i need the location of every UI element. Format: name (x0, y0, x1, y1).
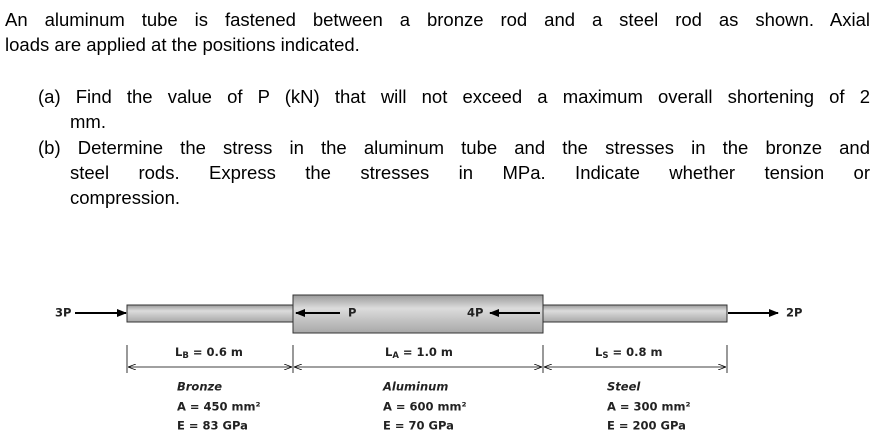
dimension-lines (126, 345, 728, 373)
text-line: mm. (70, 111, 106, 132)
load-label: 2P (786, 306, 802, 320)
length-symbol: L (385, 345, 393, 359)
text-line: compression. (70, 187, 181, 208)
length-subscript: B (182, 351, 188, 361)
text-line: (a) Find the value of P (kN) that will n… (38, 86, 870, 107)
material-modulus: E = 70 GPa (383, 419, 454, 433)
length-subscript: S (602, 351, 608, 361)
length-value: = 0.6 m (193, 345, 243, 359)
load-label: 4P (467, 306, 483, 320)
steel-rod (542, 304, 728, 323)
length-label: LS = 0.8 m (595, 345, 662, 361)
material-name: Bronze (177, 380, 222, 394)
material-area: A = 450 mm² (177, 400, 261, 414)
text-line: steel rods. Express the stresses in MPa.… (70, 162, 870, 183)
material-modulus: E = 83 GPa (177, 419, 248, 433)
material-area: A = 300 mm² (607, 400, 691, 414)
material-name: Aluminum (382, 380, 448, 394)
bronze-rod (126, 304, 294, 323)
text-line: An aluminum tube is fastened between a b… (5, 9, 870, 30)
text-line: loads are applied at the positions indic… (5, 34, 360, 55)
length-value: = 0.8 m (612, 345, 662, 359)
length-value: = 1.0 m (403, 345, 453, 359)
material-name: Steel (607, 380, 641, 394)
load-label: P (348, 306, 356, 320)
length-label: LA = 1.0 m (385, 345, 453, 361)
material-area: A = 600 mm² (383, 400, 467, 414)
material-modulus: E = 200 GPa (607, 419, 686, 433)
length-label: LB = 0.6 m (175, 345, 243, 361)
length-subscript: A (392, 351, 399, 361)
length-symbol: L (595, 345, 603, 359)
length-symbol: L (175, 345, 183, 359)
load-label: 3P (55, 306, 71, 320)
text-line: (b) Determine the stress in the aluminum… (38, 137, 870, 158)
